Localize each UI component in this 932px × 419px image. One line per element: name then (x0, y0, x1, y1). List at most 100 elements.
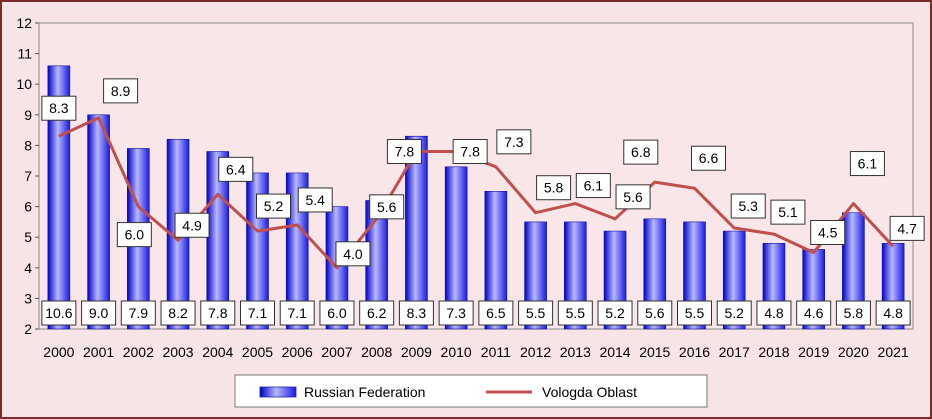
bar-value-label-box (716, 300, 752, 326)
line-value-label-box (575, 173, 611, 199)
line-value-label-box (810, 220, 846, 245)
x-tick-label: 2011 (481, 344, 511, 360)
x-tick-label: 2005 (242, 344, 273, 360)
line-value-label: 5.6 (377, 199, 397, 215)
line-value-label-box (335, 241, 371, 267)
line-value-label: 4.7 (897, 220, 917, 236)
bar-value-label-box (597, 300, 633, 326)
line-value-label: 6.1 (858, 156, 878, 172)
bar-value-label-box (637, 300, 673, 326)
line-value-label: 5.8 (544, 180, 564, 196)
legend-label-vologda-oblast: Vologda Oblast (542, 384, 637, 400)
line-value-label-box (615, 184, 651, 210)
line-value-label-box (730, 193, 766, 219)
line-value-label: 8.9 (111, 83, 131, 99)
line-value-label: 6.1 (584, 178, 604, 194)
bar-value-label-box (835, 300, 871, 326)
bar-value-label: 7.1 (248, 305, 268, 321)
bar-value-label: 6.0 (327, 305, 347, 321)
bar-value-label: 4.6 (804, 305, 824, 321)
y-tick-label: 10 (16, 76, 32, 92)
bar-value-label: 7.9 (129, 305, 149, 321)
legend-swatch-bar (259, 386, 297, 398)
x-tick-label: 2018 (758, 344, 789, 360)
bar-value-label-box (518, 300, 554, 326)
bar-value-label-box (875, 300, 911, 326)
bar-value-label: 5.2 (724, 305, 744, 321)
bar-russian-federation (206, 151, 230, 330)
y-tick-label: 11 (17, 46, 32, 62)
bar-value-label-box (279, 300, 315, 326)
y-tick-label: 4 (24, 260, 32, 276)
line-value-label-box (297, 187, 333, 213)
bar-value-label: 4.8 (883, 305, 903, 321)
x-tick-label: 2008 (361, 344, 392, 360)
x-axis: 2000 2001 2002 2003 2004 2005 2006 2007 2008 2009… (43, 344, 909, 360)
line-value-label: 6.6 (699, 150, 719, 166)
line-value-label: 5.1 (778, 204, 798, 220)
x-tick-label: 2001 (83, 344, 114, 360)
bar-russian-federation (405, 135, 428, 330)
line-value-label-box (369, 194, 405, 220)
line-value-label: 4.9 (182, 217, 202, 233)
x-tick-label: 2014 (599, 344, 630, 360)
x-tick-label: 2015 (639, 344, 670, 360)
bar-russian-federation (444, 166, 468, 330)
bar-value-label: 9.0 (89, 305, 109, 321)
bar-value-label-box (756, 300, 792, 326)
bar-value-label-box (478, 300, 514, 326)
bar-value-label-box (120, 300, 156, 326)
bar-value-label: 6.5 (486, 305, 506, 321)
line-value-label: 5.4 (305, 192, 325, 208)
line-value-label: 6.4 (226, 161, 246, 177)
y-tick-label: 5 (24, 229, 32, 245)
line-value-label: 8.3 (49, 100, 69, 116)
bar-russian-federation (47, 65, 71, 330)
x-tick-label: 2004 (202, 344, 233, 360)
bar-value-label: 5.5 (566, 305, 586, 321)
x-tick-label: 2002 (123, 344, 154, 360)
line-value-label-box (889, 215, 925, 241)
bar-value-label-box (41, 300, 77, 326)
bar-value-label: 6.2 (367, 305, 387, 321)
line-value-label-box (218, 156, 254, 182)
bar-value-label: 5.5 (685, 305, 705, 321)
line-value-label: 6.8 (631, 144, 651, 160)
line-value-label-box (536, 175, 572, 201)
bar-value-label: 8.3 (407, 305, 427, 321)
y-tick-label: 6 (24, 199, 32, 215)
bar-value-label: 5.6 (645, 305, 665, 321)
line-value-label-box (116, 222, 152, 248)
y-tick-label: 9 (24, 107, 32, 123)
bar-value-label: 5.5 (526, 305, 546, 321)
line-value-label-box (41, 95, 77, 121)
bar-value-label-box (200, 300, 236, 326)
bar-value-label-box (240, 300, 275, 326)
x-tick-label: 2021 (878, 344, 909, 360)
x-tick-label: 2006 (282, 344, 313, 360)
line-value-label: 6.0 (125, 227, 145, 243)
line-value-label-box (849, 151, 885, 177)
bar-value-label: 8.2 (168, 305, 188, 321)
bar-russian-federation (484, 191, 508, 330)
bar-value-label: 7.1 (287, 305, 307, 321)
x-tick-label: 2012 (520, 344, 551, 360)
legend-box (234, 374, 708, 408)
line-value-label: 5.6 (623, 189, 643, 205)
line-value-label-box (691, 145, 726, 171)
bar-value-label: 4.8 (764, 305, 784, 321)
bar-value-label-box (796, 300, 832, 326)
bar-value-label-box (557, 300, 593, 326)
bar-value-label-box (438, 300, 474, 326)
line-value-label: 7.8 (395, 144, 415, 160)
line-value-label: 7.8 (460, 144, 480, 160)
line-value-label: 5.3 (738, 198, 758, 214)
bar-value-label: 5.8 (844, 305, 864, 321)
x-tick-label: 2000 (43, 344, 74, 360)
y-tick-label: 12 (16, 15, 32, 31)
line-value-label-box (386, 139, 422, 165)
line-value-label-box (174, 212, 210, 238)
bar-value-label: 10.6 (45, 305, 72, 321)
bar-value-label-box (398, 300, 434, 326)
